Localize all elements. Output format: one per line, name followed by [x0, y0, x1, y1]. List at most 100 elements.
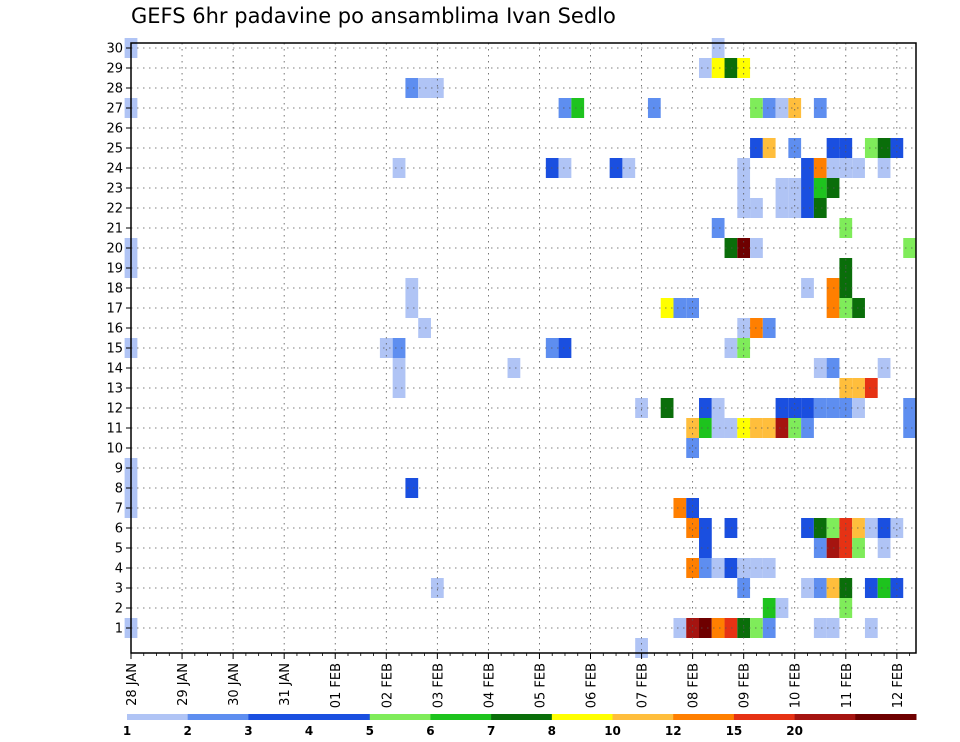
heatmap-cell	[801, 518, 814, 538]
heatmap-cell	[864, 138, 878, 158]
x-tick-label: 30 JAN	[227, 663, 242, 706]
heatmap-cell	[724, 338, 738, 358]
colorbar-segment	[491, 714, 553, 720]
y-tick-label: 25	[106, 142, 123, 157]
colorbar-label: 12	[665, 724, 682, 738]
heatmap-cell	[699, 538, 712, 558]
heatmap-cell	[405, 478, 419, 498]
x-tick-label: 31 JAN	[278, 663, 293, 706]
heatmap-cell	[711, 58, 725, 78]
heatmap-cell	[609, 158, 623, 178]
y-tick-label: 14	[106, 362, 123, 377]
colorbar-label: 7	[487, 724, 495, 738]
colorbar-label: 2	[184, 724, 192, 738]
heatmap-cell	[673, 618, 687, 638]
heatmap-cell	[686, 558, 699, 578]
heatmap-cell	[660, 298, 674, 318]
heatmap-cell	[686, 498, 699, 518]
y-tick-label: 21	[106, 222, 123, 237]
heatmap-cell	[877, 158, 891, 178]
heatmap-cell	[801, 418, 814, 438]
heatmap-cell	[762, 138, 776, 158]
heatmap-cell	[864, 618, 878, 638]
ticks-layer: 1234567891011121314151617181920212223242…	[106, 42, 911, 708]
heatmap-cell	[852, 378, 865, 398]
heatmap-cell	[762, 98, 776, 118]
heatmap-cell	[813, 198, 827, 218]
heatmap-cell	[711, 618, 725, 638]
heatmap-cell	[788, 198, 802, 218]
x-tick-label: 05 FEB	[533, 663, 548, 708]
heatmap-cell	[405, 78, 419, 98]
heatmap-cell	[903, 418, 916, 438]
heatmap-cell	[571, 98, 585, 118]
heatmap-cell	[405, 278, 419, 298]
heatmap-cell	[813, 158, 827, 178]
heatmap-cell	[877, 578, 891, 598]
heatmap-cell	[711, 558, 725, 578]
heatmap-cell	[699, 558, 712, 578]
colorbar-segment	[673, 714, 735, 720]
y-tick-label: 19	[106, 262, 123, 277]
heatmap-cell	[852, 538, 865, 558]
x-tick-label: 02 FEB	[380, 663, 395, 708]
x-tick-label: 04 FEB	[482, 663, 497, 708]
y-tick-label: 1	[115, 622, 123, 637]
heatmap-cell	[699, 618, 712, 638]
y-tick-label: 16	[106, 322, 123, 337]
y-tick-label: 17	[106, 302, 123, 317]
heatmap-cell	[813, 398, 827, 418]
colorbar-label: 20	[786, 724, 803, 738]
grid-layer	[130, 43, 916, 653]
heatmap-cell	[801, 398, 814, 418]
colorbar-segment	[430, 714, 492, 720]
y-tick-label: 15	[106, 342, 123, 357]
colorbar-segment	[612, 714, 674, 720]
heatmap-cell	[405, 298, 419, 318]
colorbar-label: 15	[726, 724, 743, 738]
heatmap-cell	[813, 538, 827, 558]
y-tick-label: 30	[106, 42, 123, 57]
y-tick-label: 18	[106, 282, 123, 297]
heatmap-cell	[852, 298, 865, 318]
heatmap-cell	[724, 618, 738, 638]
heatmap-cell	[724, 518, 738, 538]
heatmap-cell	[852, 158, 865, 178]
colorbar-segment	[248, 714, 310, 720]
x-tick-label: 29 JAN	[176, 663, 191, 706]
heatmap-cell	[686, 438, 699, 458]
colorbar-segment	[551, 714, 614, 720]
y-tick-label: 22	[106, 202, 123, 217]
heatmap-cell	[801, 178, 814, 198]
heatmap-cell	[686, 518, 699, 538]
y-tick-label: 28	[106, 82, 123, 97]
heatmap-cell	[877, 358, 891, 378]
y-tick-label: 4	[115, 562, 123, 577]
y-tick-label: 11	[106, 422, 123, 437]
heatmap-cell	[890, 518, 904, 538]
heatmap-cell	[788, 398, 802, 418]
colorbar-segment	[369, 714, 431, 720]
colorbar-label: 4	[305, 724, 313, 738]
heatmap-cell	[392, 378, 406, 398]
heatmap-cell	[379, 338, 393, 358]
heatmap-cell	[724, 238, 738, 258]
heatmap-cell	[877, 518, 891, 538]
x-tick-label: 07 FEB	[636, 663, 651, 708]
colorbar-label: 6	[426, 724, 434, 738]
heatmap-cell	[711, 398, 725, 418]
y-tick-label: 12	[106, 402, 123, 417]
y-tick-label: 3	[115, 582, 123, 597]
heatmap-cell	[724, 418, 738, 438]
colorbar-segment	[309, 714, 371, 720]
colorbar-label: 8	[548, 724, 556, 738]
y-tick-label: 13	[106, 382, 123, 397]
heatmap-cell	[801, 198, 814, 218]
heatmap-cell	[762, 618, 776, 638]
heatmap-cell	[801, 578, 814, 598]
heatmap-cell	[762, 318, 776, 338]
heatmap-cell	[558, 158, 572, 178]
colorbar-segment	[733, 714, 796, 720]
heatmap-cell	[558, 338, 572, 358]
y-tick-label: 20	[106, 242, 123, 257]
